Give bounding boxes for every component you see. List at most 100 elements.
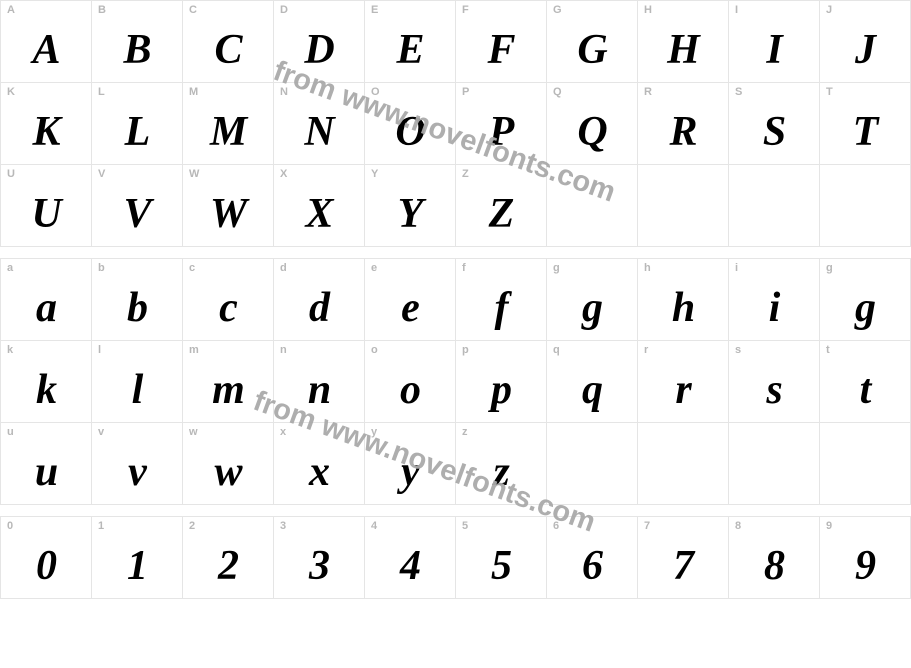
glyph-cell-glyph	[638, 423, 728, 461]
glyph-cell	[638, 165, 729, 247]
glyph-cell-glyph: 2	[183, 517, 273, 597]
glyph-cell-glyph: b	[92, 259, 182, 339]
glyph-cell: nn	[274, 341, 365, 423]
glyph-cell-glyph: o	[365, 341, 455, 421]
glyph-cell-label: q	[553, 344, 560, 356]
glyph-cell-label: 3	[280, 520, 286, 532]
glyph-cell: BB	[92, 1, 183, 83]
glyph-cell-glyph: P	[456, 83, 546, 163]
glyph-cell-glyph: S	[729, 83, 819, 163]
glyph-cell-label: Q	[553, 86, 562, 98]
glyph-cell-glyph: p	[456, 341, 546, 421]
glyph-cell: ZZ	[456, 165, 547, 247]
glyph-cell-glyph: X	[274, 165, 364, 245]
glyph-cell-glyph: u	[1, 423, 91, 503]
glyph-cell: II	[729, 1, 820, 83]
glyph-cell: ll	[92, 341, 183, 423]
glyph-row: KKLLMMNNOOPPQQRRSSTT	[1, 83, 911, 165]
glyph-cell-label: Z	[462, 168, 469, 180]
glyph-cell-label: t	[826, 344, 830, 356]
glyph-cell: dd	[274, 259, 365, 341]
glyph-cell-label: X	[280, 168, 287, 180]
glyph-cell: EE	[365, 1, 456, 83]
glyph-cell-glyph: E	[365, 1, 455, 81]
glyph-cell: tt	[820, 341, 911, 423]
glyph-cell-label: y	[371, 426, 377, 438]
glyph-cell: yy	[365, 423, 456, 505]
glyph-cell: JJ	[820, 1, 911, 83]
glyph-cell: qq	[547, 341, 638, 423]
glyph-cell-glyph	[820, 423, 910, 461]
glyph-cell: 11	[92, 517, 183, 599]
glyph-cell-label: E	[371, 4, 378, 16]
glyph-cell: vv	[92, 423, 183, 505]
glyph-cell	[547, 423, 638, 505]
glyph-row: uuvvwwxxyyzz	[1, 423, 911, 505]
glyph-cell: VV	[92, 165, 183, 247]
glyph-cell-label: u	[7, 426, 14, 438]
glyph-cell: WW	[183, 165, 274, 247]
glyph-cell-label: 5	[462, 520, 468, 532]
glyph-cell: pp	[456, 341, 547, 423]
glyph-cell-glyph: 4	[365, 517, 455, 597]
glyph-cell: 99	[820, 517, 911, 599]
glyph-cell-label: z	[462, 426, 468, 438]
glyph-cell-label: f	[462, 262, 466, 274]
glyph-cell-glyph: t	[820, 341, 910, 421]
glyph-cell: 55	[456, 517, 547, 599]
glyph-cell-glyph: 1	[92, 517, 182, 597]
glyph-cell-glyph: s	[729, 341, 819, 421]
glyph-cell: SS	[729, 83, 820, 165]
glyph-row: aabbccddeeffgghhiigg	[1, 259, 911, 341]
glyph-cell: oo	[365, 341, 456, 423]
glyph-cell: TT	[820, 83, 911, 165]
glyph-cell-glyph: v	[92, 423, 182, 503]
glyph-cell-label: P	[462, 86, 469, 98]
glyph-cell	[729, 165, 820, 247]
glyph-cell-glyph: d	[274, 259, 364, 339]
glyph-cell-glyph	[820, 165, 910, 203]
glyph-cell-glyph: n	[274, 341, 364, 421]
spacer-row	[1, 247, 911, 259]
glyph-cell-glyph	[547, 423, 637, 461]
glyph-cell: PP	[456, 83, 547, 165]
glyph-cell-glyph: 5	[456, 517, 546, 597]
glyph-cell-label: L	[98, 86, 105, 98]
glyph-cell-glyph: 7	[638, 517, 728, 597]
glyph-cell-glyph: 3	[274, 517, 364, 597]
glyph-cell-label: 7	[644, 520, 650, 532]
glyph-cell: 22	[183, 517, 274, 599]
glyph-cell: ee	[365, 259, 456, 341]
glyph-cell: kk	[1, 341, 92, 423]
glyph-cell: 44	[365, 517, 456, 599]
glyph-cell: 77	[638, 517, 729, 599]
glyph-cell: aa	[1, 259, 92, 341]
glyph-cell-label: V	[98, 168, 105, 180]
glyph-cell: UU	[1, 165, 92, 247]
glyph-cell-label: A	[7, 4, 15, 16]
glyph-cell-glyph: V	[92, 165, 182, 245]
glyph-cell-label: J	[826, 4, 832, 16]
glyph-cell: XX	[274, 165, 365, 247]
glyph-cell: QQ	[547, 83, 638, 165]
glyph-cell-label: D	[280, 4, 288, 16]
glyph-cell-label: R	[644, 86, 652, 98]
glyph-cell: ii	[729, 259, 820, 341]
glyph-cell-label: Y	[371, 168, 378, 180]
glyph-cell-glyph: 6	[547, 517, 637, 597]
glyph-cell-label: g	[553, 262, 560, 274]
glyph-cell-glyph: Z	[456, 165, 546, 245]
glyph-cell-label: I	[735, 4, 738, 16]
glyph-cell-glyph: a	[1, 259, 91, 339]
glyph-cell-label: U	[7, 168, 15, 180]
glyph-cell: YY	[365, 165, 456, 247]
glyph-cell-label: M	[189, 86, 198, 98]
glyph-cell-label: H	[644, 4, 652, 16]
glyph-cell-glyph: Y	[365, 165, 455, 245]
glyph-cell: FF	[456, 1, 547, 83]
glyph-cell-label: p	[462, 344, 469, 356]
glyph-cell-label: 0	[7, 520, 13, 532]
glyph-cell-glyph: L	[92, 83, 182, 163]
glyph-row: 00112233445566778899	[1, 517, 911, 599]
glyph-cell: 88	[729, 517, 820, 599]
